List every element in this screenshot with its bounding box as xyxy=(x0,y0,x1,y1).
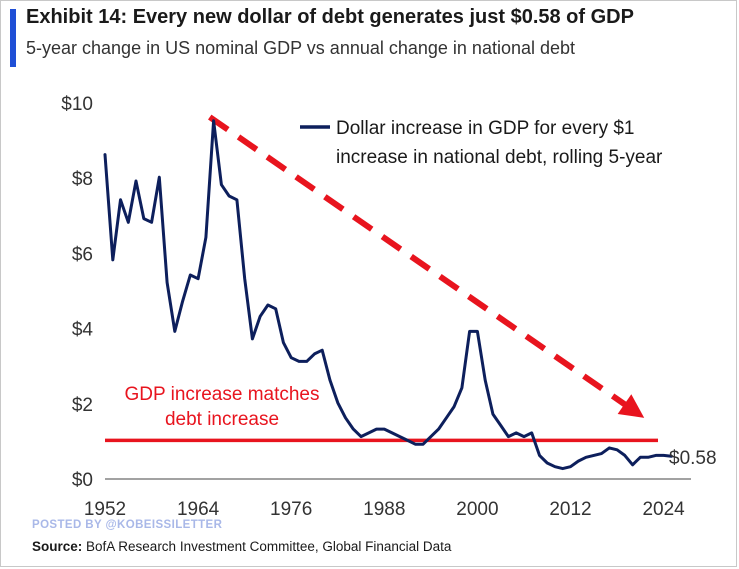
title-accent-bar xyxy=(10,9,16,67)
y-tick-label: $6 xyxy=(72,244,93,265)
source-label: Source: xyxy=(32,539,83,554)
watermark: POSTED BY @KOBEISSILETTER xyxy=(32,519,223,531)
legend-label: Dollar increase in GDP for every $1 xyxy=(336,118,635,139)
trend-arrow-shaft xyxy=(208,114,633,412)
source-text: BofA Research Investment Committee, Glob… xyxy=(82,539,452,554)
threshold-annotation: debt increase xyxy=(165,409,279,430)
end-value-label: $0.58 xyxy=(669,448,717,469)
trend-arrow-head xyxy=(617,394,645,418)
legend-label: increase in national debt, rolling 5-yea… xyxy=(336,147,663,168)
y-tick-label: $0 xyxy=(72,470,93,491)
x-tick-label: 1964 xyxy=(177,499,220,520)
x-tick-label: 2024 xyxy=(642,499,685,520)
chart-subtitle: 5-year change in US nominal GDP vs annua… xyxy=(26,38,576,58)
chart-title: Exhibit 14: Every new dollar of debt gen… xyxy=(26,6,634,28)
x-tick-label: 2012 xyxy=(549,499,591,520)
y-tick-label: $4 xyxy=(72,320,94,341)
threshold-annotation: GDP increase matches xyxy=(124,384,319,405)
x-tick-label: 1952 xyxy=(84,499,126,520)
y-tick-label: $2 xyxy=(72,395,93,416)
y-tick-label: $8 xyxy=(72,169,93,190)
x-tick-label: 1988 xyxy=(363,499,405,520)
x-tick-label: 2000 xyxy=(456,499,498,520)
x-tick-label: 1976 xyxy=(270,499,312,520)
series-line xyxy=(103,119,673,471)
y-tick-label: $10 xyxy=(61,94,93,115)
source-note: Source: BofA Research Investment Committ… xyxy=(32,539,451,554)
